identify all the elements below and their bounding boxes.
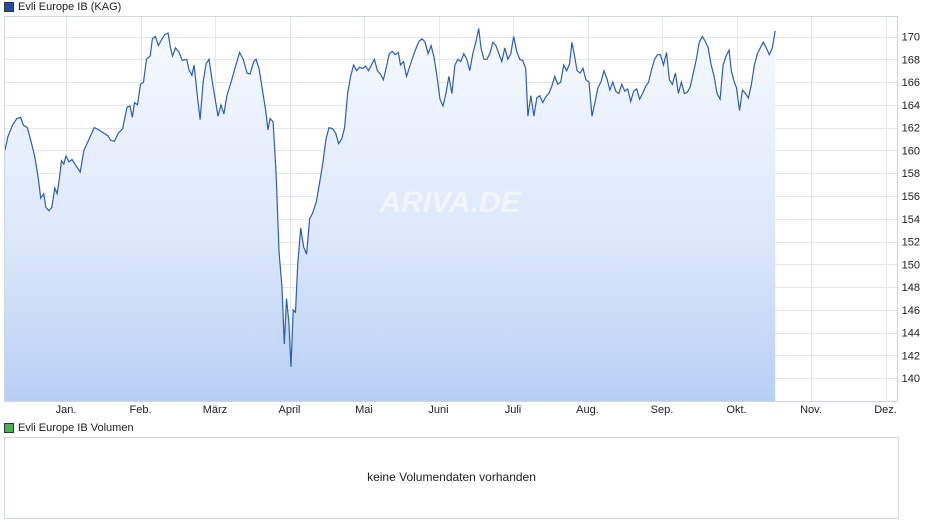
y-tick-label: 144	[902, 328, 920, 340]
x-tick-label: April	[278, 404, 300, 416]
x-tick-label: Dez.	[874, 404, 897, 416]
volume-panel: keine Volumendaten vorhanden	[4, 437, 899, 519]
price-line	[4, 28, 776, 367]
y-tick-label: 162	[902, 123, 920, 135]
y-tick-label: 166	[902, 77, 920, 89]
y-tick-label: 154	[902, 214, 920, 226]
price-area-fill	[4, 28, 776, 401]
x-tick-label: Juni	[428, 404, 448, 416]
y-tick-label: 140	[902, 373, 920, 385]
x-tick-label: Aug.	[576, 404, 599, 416]
price-legend: Evli Europe IB (KAG)	[4, 0, 121, 14]
y-tick-label: 156	[902, 191, 920, 203]
watermark-logo: ARIVA.DE	[378, 186, 521, 219]
y-axis-ticks: 140 142 144 146 148 150 152 154 156 158 160 162 164 1…	[902, 32, 920, 386]
y-tick-label: 152	[902, 237, 920, 249]
x-tick-label: Nov.	[800, 404, 822, 416]
y-tick-label: 146	[902, 305, 920, 317]
volume-legend: Evli Europe IB Volumen	[4, 421, 134, 435]
x-axis-ticks: Jan. Feb. März April Mai Juni Juli Aug. Sep. Okt.…	[56, 404, 897, 416]
y-tick-label: 170	[902, 32, 920, 44]
x-tick-label: Okt.	[726, 404, 746, 416]
x-tick-label: März	[203, 404, 227, 416]
y-tick-label: 148	[902, 282, 920, 294]
price-legend-swatch	[4, 2, 14, 12]
y-tick-label: 164	[902, 100, 920, 112]
volume-empty-message: keine Volumendaten vorhanden	[367, 470, 536, 484]
y-tick-label: 142	[902, 350, 920, 362]
volume-legend-label: Evli Europe IB Volumen	[18, 422, 134, 434]
y-tick-label: 150	[902, 259, 920, 271]
y-tick-label: 168	[902, 54, 920, 66]
x-tick-label: Sep.	[651, 404, 674, 416]
x-tick-label: Jan.	[56, 404, 77, 416]
volume-legend-swatch	[4, 423, 14, 433]
price-legend-label: Evli Europe IB (KAG)	[18, 1, 122, 13]
plot-border	[4, 16, 898, 402]
x-tick-label: Feb.	[129, 404, 151, 416]
y-tick-label: 160	[902, 145, 920, 157]
x-tick-label: Mai	[355, 404, 373, 416]
y-tick-label: 158	[902, 168, 920, 180]
x-tick-label: Juli	[505, 404, 522, 416]
price-chart: ARIVA.DE 1401421441461481501521541561581…	[4, 16, 920, 416]
